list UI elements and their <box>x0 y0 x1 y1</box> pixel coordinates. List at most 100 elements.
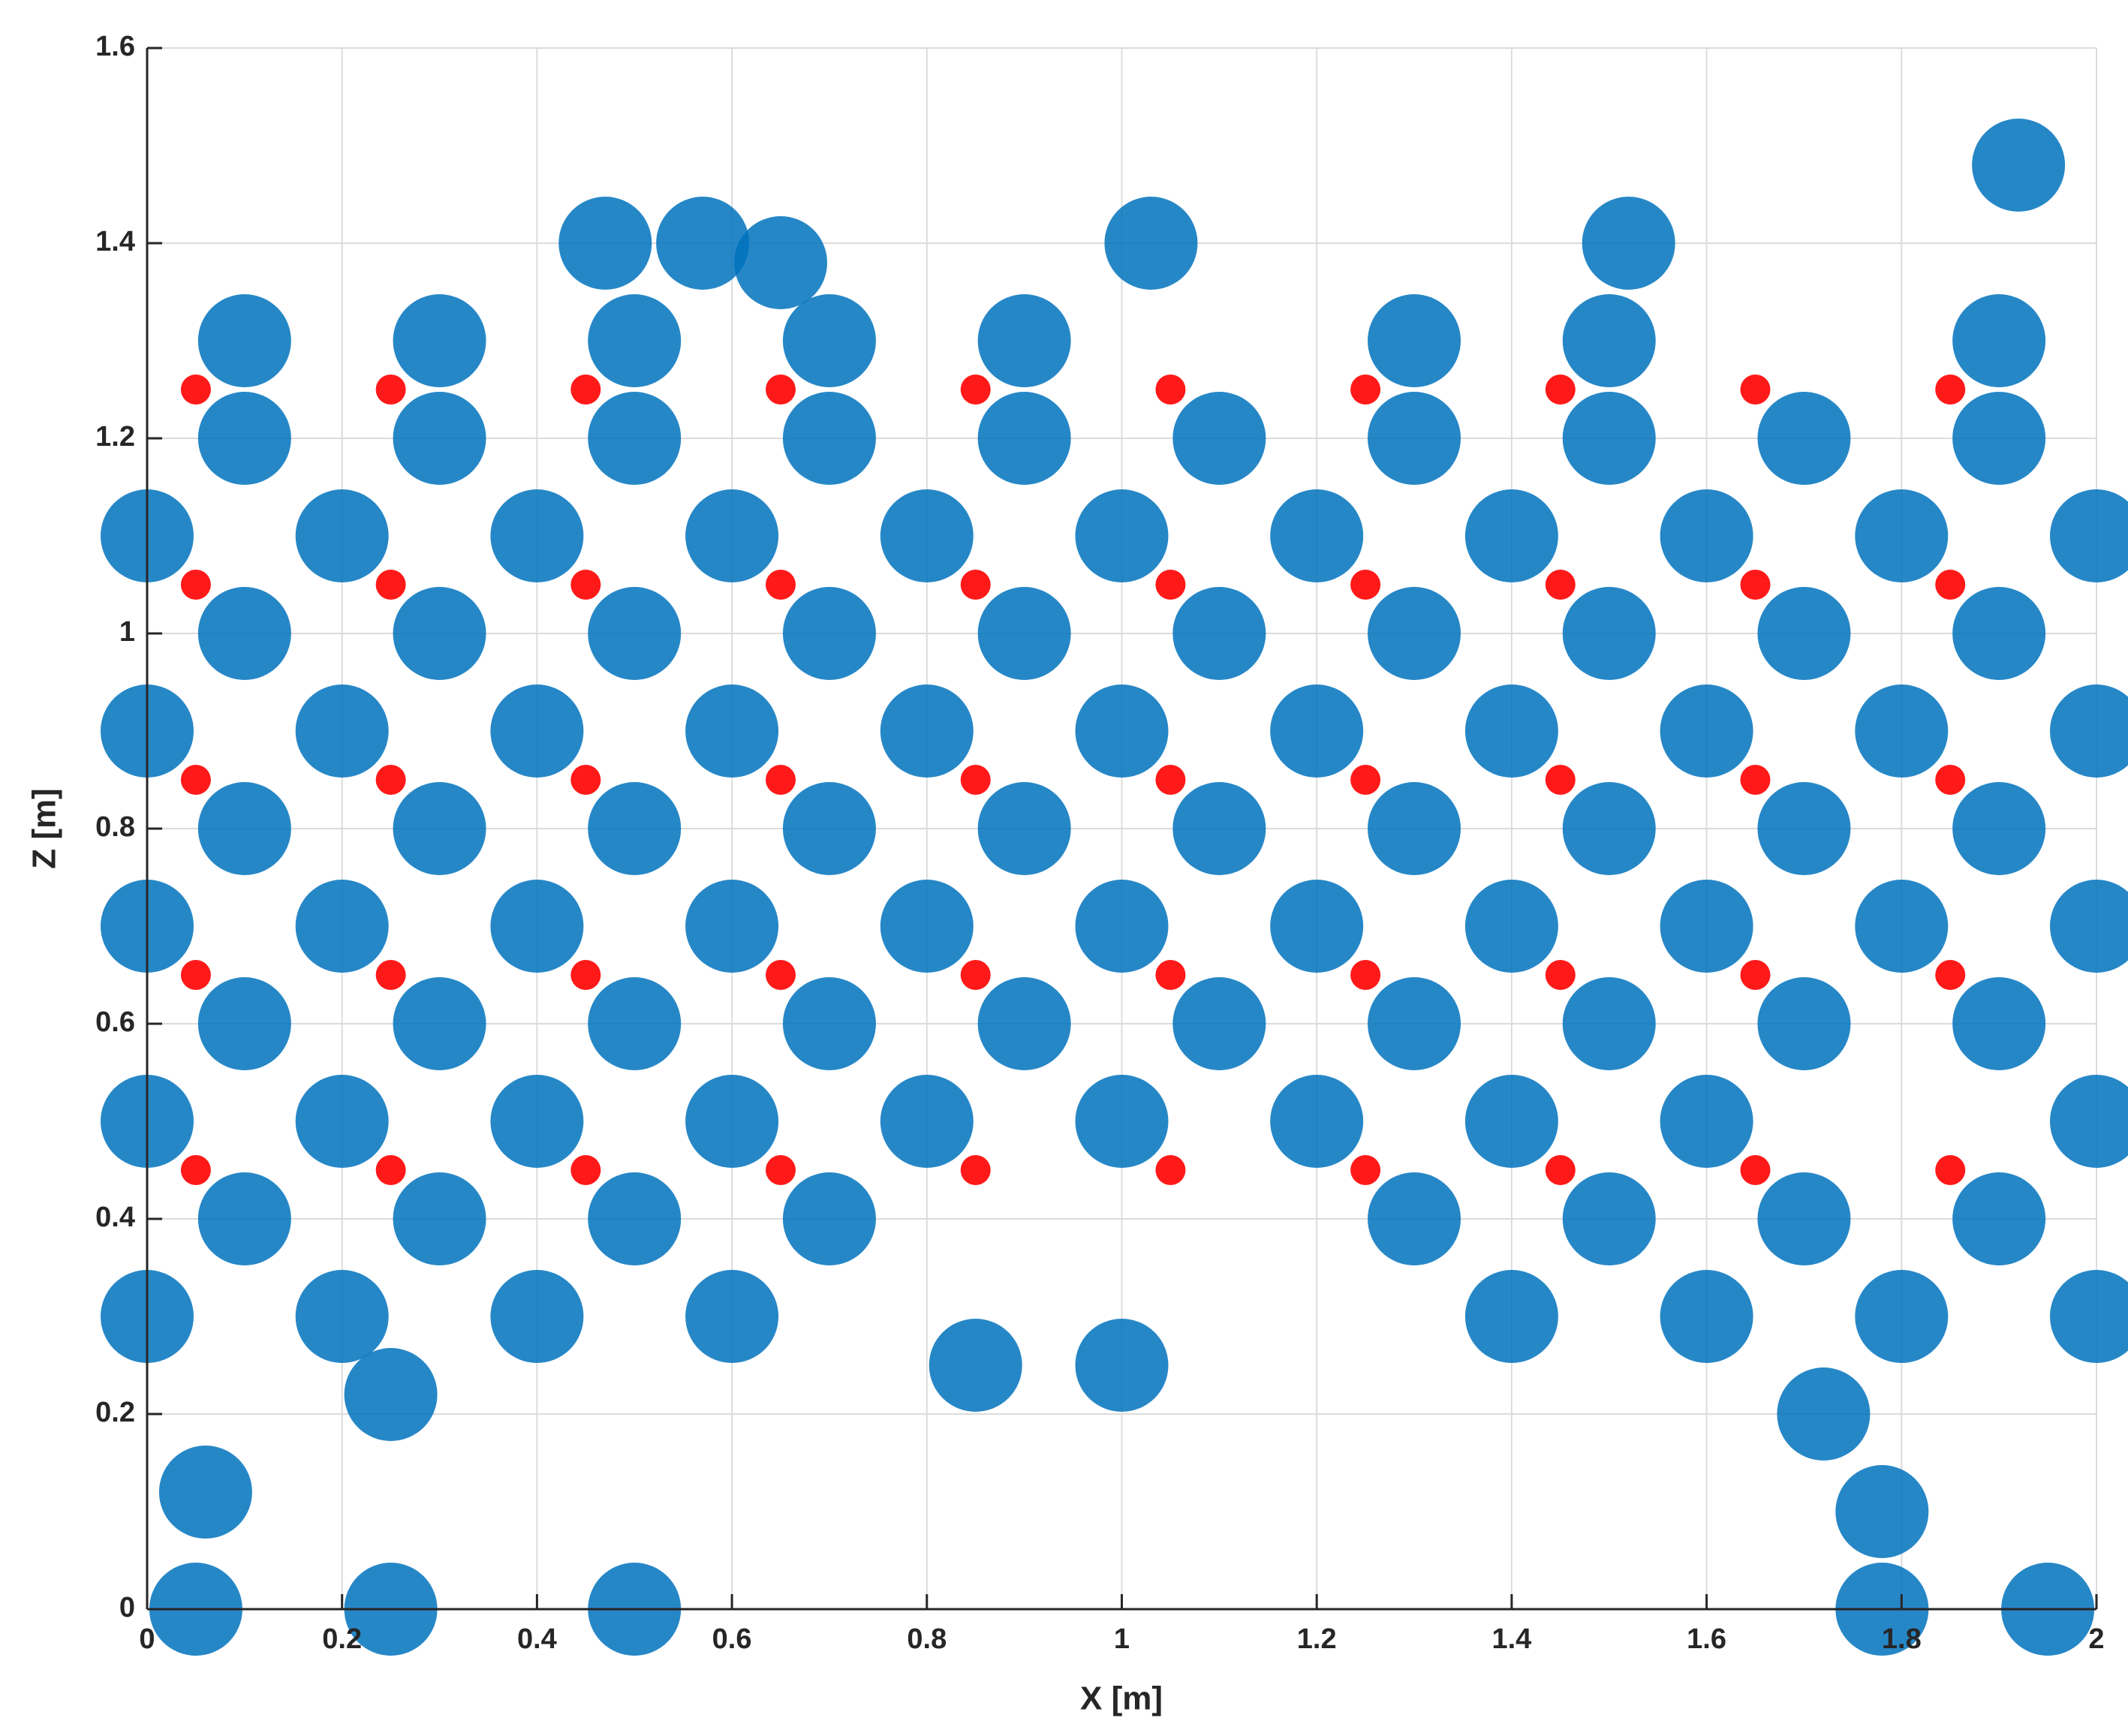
point <box>1350 570 1381 600</box>
point <box>685 1075 779 1168</box>
point <box>782 1172 876 1265</box>
point <box>180 570 211 600</box>
point <box>1464 880 1558 973</box>
point <box>960 765 991 795</box>
point <box>180 375 211 405</box>
y-tick-label: 1.6 <box>95 31 135 62</box>
point <box>977 392 1071 485</box>
point <box>1855 684 1949 778</box>
point <box>734 216 828 309</box>
point <box>490 684 584 778</box>
point <box>1155 375 1186 405</box>
point <box>1464 684 1558 778</box>
point <box>766 765 796 795</box>
y-tick-label: 1.4 <box>95 226 135 257</box>
point <box>180 765 211 795</box>
point <box>375 1155 406 1185</box>
point <box>588 294 682 387</box>
point <box>2050 1270 2128 1363</box>
point <box>393 782 486 875</box>
x-tick-label: 1.4 <box>1491 1623 1531 1655</box>
point <box>375 765 406 795</box>
point <box>344 1348 438 1441</box>
point <box>782 782 876 875</box>
point <box>393 587 486 680</box>
point <box>1270 880 1364 973</box>
x-tick-label: 2 <box>2088 1623 2104 1655</box>
point <box>1368 1172 1461 1265</box>
point <box>295 489 389 582</box>
point <box>1582 197 1675 290</box>
point <box>1368 782 1461 875</box>
point <box>880 1075 974 1168</box>
point <box>588 782 682 875</box>
point <box>295 1075 389 1168</box>
point <box>375 570 406 600</box>
point <box>1935 960 1966 990</box>
point <box>197 977 291 1070</box>
point <box>1740 765 1771 795</box>
point <box>1562 782 1656 875</box>
point <box>393 392 486 485</box>
point <box>1740 1155 1771 1185</box>
point <box>490 880 584 973</box>
point <box>2050 489 2128 582</box>
point <box>766 960 796 990</box>
point <box>1075 1319 1169 1412</box>
point <box>977 782 1071 875</box>
point <box>295 1270 389 1363</box>
x-tick-label: 0.2 <box>322 1623 362 1655</box>
point <box>1172 587 1266 680</box>
point <box>1270 684 1364 778</box>
point <box>1545 570 1576 600</box>
point <box>1777 1367 1871 1461</box>
point <box>393 977 486 1070</box>
y-axis-label: Z [m] <box>26 788 63 869</box>
point <box>656 197 750 290</box>
point <box>1660 684 1753 778</box>
point <box>1270 1075 1364 1168</box>
point <box>1740 375 1771 405</box>
point <box>588 587 682 680</box>
point <box>1350 960 1381 990</box>
point <box>1270 489 1364 582</box>
point <box>180 960 211 990</box>
point <box>2050 1075 2128 1168</box>
point <box>1464 489 1558 582</box>
point <box>1350 375 1381 405</box>
point <box>685 1270 779 1363</box>
point <box>1075 684 1169 778</box>
point <box>1952 977 2046 1070</box>
point <box>197 294 291 387</box>
point <box>1952 1172 2046 1265</box>
point <box>1545 765 1576 795</box>
point <box>1562 294 1656 387</box>
point <box>977 977 1071 1070</box>
point <box>1104 197 1198 290</box>
point <box>1155 960 1186 990</box>
point <box>197 392 291 485</box>
y-tick-label: 0 <box>119 1592 135 1623</box>
point <box>490 1270 584 1363</box>
point <box>782 587 876 680</box>
point <box>1562 587 1656 680</box>
x-tick-label: 1.8 <box>1882 1623 1922 1655</box>
point <box>393 294 486 387</box>
point <box>1368 392 1461 485</box>
point <box>766 570 796 600</box>
point <box>1562 977 1656 1070</box>
point <box>570 570 601 600</box>
y-tick-label: 1.2 <box>95 421 135 453</box>
x-tick-label: 0 <box>139 1623 155 1655</box>
y-tick-label: 0.8 <box>95 811 135 843</box>
y-tick-label: 0.6 <box>95 1006 135 1038</box>
point <box>1155 1155 1186 1185</box>
point <box>197 1172 291 1265</box>
point <box>1075 1075 1169 1168</box>
point <box>782 392 876 485</box>
point <box>1972 119 2066 212</box>
point <box>1757 1172 1851 1265</box>
point <box>1935 1155 1966 1185</box>
point <box>1172 392 1266 485</box>
